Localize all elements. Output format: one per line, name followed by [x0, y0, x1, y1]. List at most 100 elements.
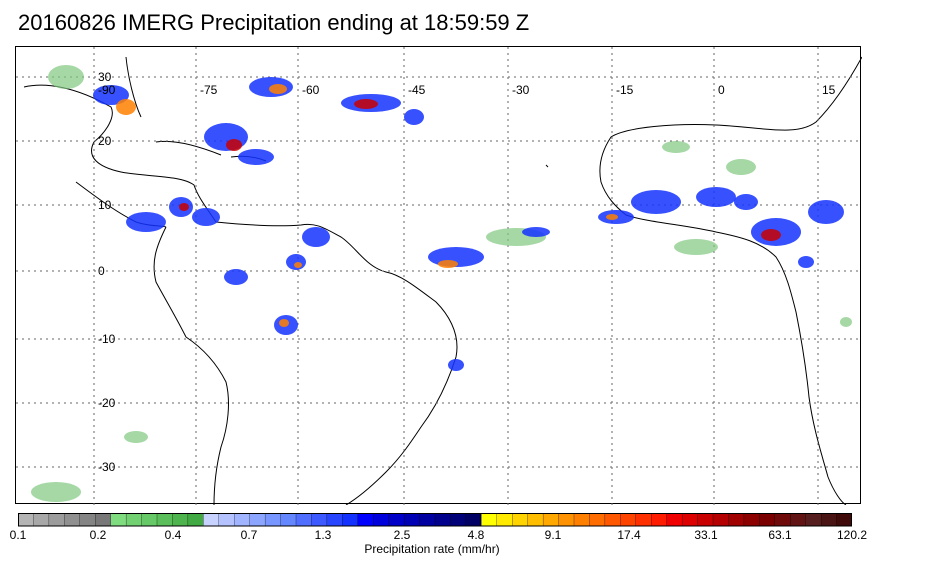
colorbar-swatch [836, 513, 852, 527]
precip-cell [761, 229, 781, 241]
colorbar-swatch [95, 513, 112, 527]
lat-label: 20 [98, 134, 112, 148]
colorbar-swatch [465, 513, 482, 527]
colorbar-swatch [558, 513, 575, 527]
precip-cell [269, 84, 287, 94]
lon-labels: -90 -75 -60 -45 -30 -15 0 15 [98, 83, 836, 97]
map-canvas: -90 -75 -60 -45 -30 -15 0 15 30 20 10 0 -10 -20 -30 [16, 47, 862, 505]
precip-cell [448, 359, 464, 371]
lon-label: -60 [302, 83, 320, 97]
colorbar-swatch [48, 513, 65, 527]
precip-cell [840, 317, 852, 327]
colorbar-swatch [697, 513, 714, 527]
precip-cell [662, 141, 690, 153]
coastline-africa [599, 56, 862, 505]
colorbar-swatch [512, 513, 529, 527]
colorbar-title: Precipitation rate (mm/hr) [364, 542, 500, 556]
precip-cell [192, 208, 220, 226]
lon-label: -75 [200, 83, 218, 97]
colorbar-tick-label: 0.1 [9, 528, 27, 542]
colorbar-tick-label: 17.4 [617, 528, 641, 542]
lat-labels: 30 20 10 0 -10 -20 -30 [98, 70, 116, 474]
precip-cell [631, 190, 681, 214]
colorbar-swatch [234, 513, 251, 527]
colorbar-swatch [156, 513, 174, 527]
colorbar-swatch [79, 513, 96, 527]
precip-cell [93, 85, 129, 105]
precip-cell [294, 262, 302, 268]
colorbar-swatch [33, 513, 50, 527]
colorbar-swatch [110, 513, 127, 527]
lon-label: -30 [512, 83, 530, 97]
colorbar-swatch [496, 513, 513, 527]
colorbar-tick-label: 33.1 [694, 528, 718, 542]
colorbar-tick-label: 0.4 [164, 528, 182, 542]
graticule [16, 47, 862, 505]
precip-cell [126, 212, 166, 232]
precip-cell [726, 159, 756, 175]
lat-label: -10 [98, 332, 116, 346]
precip-cell [354, 99, 378, 109]
colorbar-frame [18, 513, 852, 527]
colorbar-tick-label: 63.1 [768, 528, 792, 542]
colorbar-swatch [620, 513, 637, 527]
colorbar-swatch [604, 513, 621, 527]
colorbar-swatch [666, 513, 683, 527]
precip-cell [238, 149, 274, 165]
colorbar-tick-label: 9.1 [544, 528, 562, 542]
colorbar-swatch [295, 513, 313, 527]
precip-cell [224, 269, 248, 285]
colorbar-swatch [203, 513, 220, 527]
lat-label: 10 [98, 198, 112, 212]
map-title: 20160826 IMERG Precipitation ending at 1… [18, 10, 530, 35]
precip-cell [31, 482, 81, 502]
colorbar-swatch [357, 513, 374, 527]
colorbar-tick-label: 1.3 [314, 528, 332, 542]
colorbar-swatch [527, 513, 544, 527]
colorbar-swatch [342, 513, 359, 527]
colorbar-swatch [820, 513, 838, 527]
precip-cell [226, 139, 242, 151]
colorbar-tick-label: 120.2 [836, 528, 868, 542]
lon-label: -15 [616, 83, 634, 97]
coastline-sa-west [153, 226, 229, 505]
colorbar-swatch [759, 513, 776, 527]
precip-cell [286, 254, 306, 270]
colorbar-swatch [326, 513, 343, 527]
colorbar-tick-label: 2.5 [393, 528, 411, 542]
colorbar-tick-label: 4.8 [467, 528, 485, 542]
colorbar-tick-label: 0.2 [89, 528, 107, 542]
colorbar-swatch [712, 513, 730, 527]
precip-cell [279, 319, 289, 327]
colorbar-tick-labels: 0.1 0.2 0.4 0.7 1.3 2.5 4.8 9.1 17.4 33.1 63.1 120.… [0, 528, 944, 544]
colorbar-swatch [280, 513, 297, 527]
colorbar-swatch [64, 513, 81, 527]
precip-cell [734, 194, 758, 210]
coastline-americas [23, 84, 458, 505]
precip-cell [674, 239, 718, 255]
colorbar-tick-label: 0.7 [240, 528, 258, 542]
colorbar-swatch [218, 513, 235, 527]
colorbar-swatch [419, 513, 436, 527]
colorbar-swatch [790, 513, 807, 527]
colorbar-swatch [728, 513, 745, 527]
precip-cell [438, 260, 458, 268]
colorbar-swatch [403, 513, 421, 527]
precipitation-map: -90 -75 -60 -45 -30 -15 0 15 30 20 10 0 -10 -20 -30 [15, 46, 862, 505]
lon-label: 15 [822, 83, 836, 97]
precip-cell [116, 99, 136, 115]
precip-cell [696, 187, 736, 207]
colorbar-swatch [249, 513, 266, 527]
colorbar-swatch [125, 513, 143, 527]
precip-cell [522, 227, 550, 237]
colorbar-swatch [388, 513, 405, 527]
colorbar-swatch [187, 513, 204, 527]
colorbar-swatch [141, 513, 158, 527]
lon-label: -90 [98, 83, 116, 97]
coastlines [23, 56, 862, 505]
precip-cell [302, 227, 330, 247]
colorbar-swatch [264, 513, 282, 527]
colorbar-swatch [542, 513, 560, 527]
lon-label: 0 [718, 83, 725, 97]
colorbar-swatch [774, 513, 791, 527]
